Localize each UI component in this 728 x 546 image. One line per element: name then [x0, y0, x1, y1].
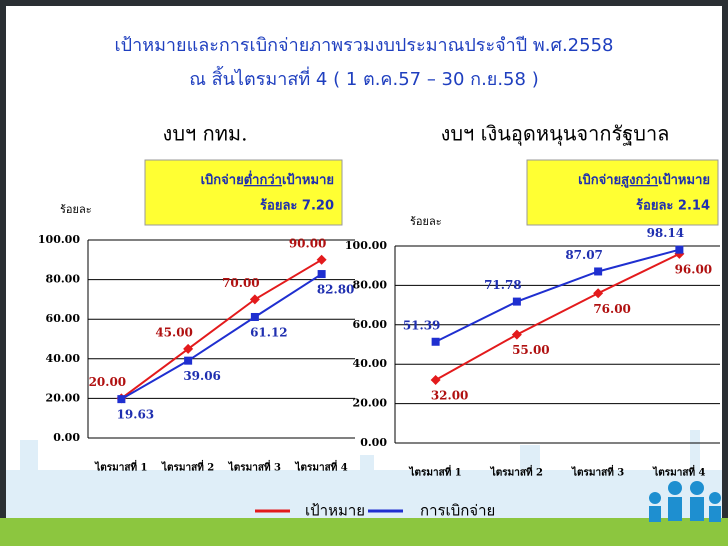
value-label: 32.00 — [431, 388, 469, 402]
value-label: 70.00 — [222, 276, 260, 290]
value-label: 39.06 — [183, 369, 221, 383]
annotation-box — [526, 159, 719, 226]
city-silhouette — [6, 430, 722, 518]
marker — [250, 312, 259, 321]
annotation-part: เป้าหมาย — [282, 172, 334, 188]
footer-band — [0, 518, 728, 546]
marker — [593, 288, 604, 299]
value-label: 82.80 — [317, 283, 355, 297]
value-label: 87.07 — [565, 248, 603, 262]
marker — [512, 297, 521, 306]
marker — [594, 267, 603, 276]
marker — [317, 270, 326, 279]
y-tick-label: 80.00 — [353, 278, 388, 291]
annotation-part: ต่ำกว่า — [244, 170, 282, 188]
value-label: 20.00 — [89, 375, 127, 389]
marker — [249, 294, 260, 305]
annotation-part: สูงกว่า — [621, 173, 658, 188]
chart-title: งบฯ เงินอุดหนุนจากรัฐบาล — [441, 122, 670, 147]
y-tick-label: 40.00 — [46, 352, 81, 365]
y-tick-label: 100.00 — [38, 233, 80, 246]
legend-label: เป้าหมาย — [305, 502, 365, 520]
value-label: 51.39 — [403, 318, 441, 332]
x-tick-label: ไตรมาสที่ 1 — [409, 465, 462, 479]
y-tick-label: 80.00 — [46, 273, 81, 286]
series-line — [435, 252, 680, 381]
y-tick-label: 20.00 — [46, 391, 81, 404]
y-axis-label: ร้อยละ — [410, 215, 442, 228]
annotation-value: ร้อยละ 2.14 — [636, 198, 710, 214]
slide-subtitle: ณ สิ้นไตรมาสที่ 4 ( 1 ต.ค.57 – 30 ก.ย.58… — [189, 66, 538, 90]
x-tick-label: ไตรมาสที่ 1 — [94, 460, 147, 474]
annotation-part: เบิกจ่าย — [201, 173, 244, 188]
value-label: 61.12 — [250, 325, 288, 339]
series-line — [120, 273, 323, 400]
marker — [117, 395, 126, 404]
slide-title: เป้าหมายและการเบิกจ่ายภาพรวมงบประมาณประจ… — [115, 35, 614, 56]
value-label: 19.63 — [117, 408, 155, 422]
y-axis-label: ร้อยละ — [60, 203, 92, 216]
marker — [184, 356, 193, 365]
x-tick-label: ไตรมาสที่ 2 — [490, 465, 543, 479]
value-label: 71.78 — [484, 278, 522, 292]
annotation: เบิกจ่ายต่ำกว่าเป้าหมาย — [201, 170, 334, 188]
x-tick-label: ไตรมาสที่ 4 — [652, 465, 705, 479]
y-tick-label: 20.00 — [353, 397, 388, 410]
y-tick-label: 0.00 — [53, 431, 80, 444]
annotation-value: ร้อยละ 7.20 — [260, 198, 334, 214]
value-label: 76.00 — [593, 302, 631, 316]
annotation-part: เบิกจ่าย — [578, 173, 621, 188]
legend-label: การเบิกจ่าย — [420, 502, 495, 520]
y-tick-label: 60.00 — [353, 318, 388, 331]
marker — [430, 374, 441, 385]
x-tick-label: ไตรมาสที่ 3 — [571, 465, 624, 479]
value-label: 45.00 — [155, 325, 193, 339]
y-tick-label: 60.00 — [46, 312, 81, 325]
series-line — [435, 248, 680, 343]
marker — [511, 329, 522, 340]
y-tick-label: 100.00 — [345, 239, 387, 252]
series-line — [120, 258, 323, 400]
background — [6, 6, 722, 518]
x-tick-label: ไตรมาสที่ 3 — [228, 460, 281, 474]
marker — [675, 245, 684, 254]
logo — [649, 481, 721, 522]
value-label: 96.00 — [675, 262, 713, 276]
marker — [316, 254, 327, 265]
y-tick-label: 40.00 — [353, 357, 388, 370]
marker — [183, 343, 194, 354]
annotation: เบิกจ่ายสูงกว่าเป้าหมาย — [578, 172, 710, 188]
annotation-box — [144, 159, 343, 226]
value-label: 98.14 — [647, 226, 685, 240]
marker — [431, 337, 440, 346]
chart-title: งบฯ กทม. — [163, 122, 248, 146]
x-tick-label: ไตรมาสที่ 4 — [295, 460, 348, 474]
x-tick-label: ไตรมาสที่ 2 — [161, 460, 214, 474]
value-label: 90.00 — [289, 236, 327, 250]
annotation-part: เป้าหมาย — [658, 172, 710, 188]
y-tick-label: 0.00 — [360, 436, 387, 449]
value-label: 55.00 — [512, 343, 550, 357]
